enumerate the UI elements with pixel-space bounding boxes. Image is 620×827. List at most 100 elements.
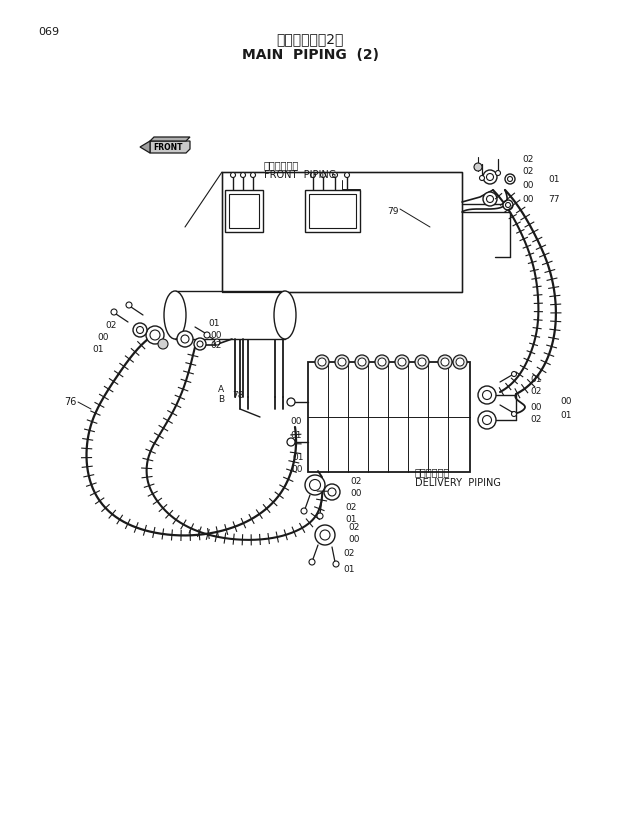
Text: 76: 76 bbox=[64, 397, 76, 407]
Circle shape bbox=[321, 173, 326, 178]
Text: 02: 02 bbox=[530, 388, 541, 396]
Text: FRONT  PIPING: FRONT PIPING bbox=[264, 170, 336, 180]
Text: デリベリ配管: デリベリ配管 bbox=[415, 467, 450, 477]
Text: FRONT: FRONT bbox=[153, 142, 183, 151]
Circle shape bbox=[487, 195, 494, 203]
Ellipse shape bbox=[164, 291, 186, 339]
Text: MAIN  PIPING  (2): MAIN PIPING (2) bbox=[242, 48, 378, 62]
Text: 00: 00 bbox=[291, 466, 303, 475]
Circle shape bbox=[136, 327, 143, 333]
Circle shape bbox=[320, 530, 330, 540]
Circle shape bbox=[358, 358, 366, 366]
Text: フロント配管: フロント配管 bbox=[264, 160, 299, 170]
Circle shape bbox=[474, 163, 482, 171]
Text: メイン配管（2）: メイン配管（2） bbox=[277, 32, 343, 46]
Text: 78: 78 bbox=[232, 390, 244, 399]
Circle shape bbox=[241, 173, 246, 178]
Polygon shape bbox=[140, 141, 150, 153]
Circle shape bbox=[495, 170, 500, 175]
Text: 79: 79 bbox=[387, 208, 399, 217]
Circle shape bbox=[505, 203, 510, 208]
Text: 069: 069 bbox=[38, 27, 59, 37]
Text: 02: 02 bbox=[350, 477, 361, 486]
Circle shape bbox=[301, 508, 307, 514]
Circle shape bbox=[345, 173, 350, 178]
Text: 00: 00 bbox=[348, 536, 360, 544]
Text: 02: 02 bbox=[522, 168, 533, 176]
Text: 00: 00 bbox=[560, 398, 572, 407]
Circle shape bbox=[146, 326, 164, 344]
Circle shape bbox=[335, 355, 349, 369]
Text: B: B bbox=[218, 395, 224, 404]
Circle shape bbox=[317, 513, 323, 519]
Circle shape bbox=[483, 170, 497, 184]
Bar bbox=[305, 190, 360, 232]
Text: 01: 01 bbox=[92, 346, 104, 355]
Circle shape bbox=[478, 386, 496, 404]
Circle shape bbox=[453, 355, 467, 369]
Text: 00: 00 bbox=[522, 180, 533, 189]
Text: 01: 01 bbox=[290, 431, 301, 439]
Bar bbox=[225, 190, 263, 232]
Text: 00: 00 bbox=[97, 332, 108, 342]
Circle shape bbox=[328, 488, 336, 496]
Text: 77: 77 bbox=[548, 194, 559, 203]
Circle shape bbox=[150, 330, 160, 340]
Text: 01: 01 bbox=[530, 375, 541, 385]
Polygon shape bbox=[150, 137, 190, 141]
Circle shape bbox=[332, 173, 337, 178]
Bar bbox=[229, 194, 259, 228]
Circle shape bbox=[231, 173, 236, 178]
Circle shape bbox=[133, 323, 147, 337]
Text: 01: 01 bbox=[343, 565, 355, 573]
Circle shape bbox=[333, 561, 339, 567]
Polygon shape bbox=[150, 141, 190, 153]
Circle shape bbox=[324, 484, 340, 500]
Text: 02: 02 bbox=[345, 503, 356, 512]
Text: 02: 02 bbox=[210, 341, 221, 350]
Circle shape bbox=[111, 309, 117, 315]
Circle shape bbox=[479, 175, 484, 180]
Circle shape bbox=[512, 412, 516, 417]
Circle shape bbox=[126, 302, 132, 308]
Circle shape bbox=[315, 525, 335, 545]
Circle shape bbox=[309, 559, 315, 565]
Circle shape bbox=[512, 371, 516, 376]
Circle shape bbox=[197, 341, 203, 347]
Circle shape bbox=[250, 173, 255, 178]
Circle shape bbox=[355, 355, 369, 369]
Circle shape bbox=[456, 358, 464, 366]
Circle shape bbox=[483, 192, 497, 206]
Circle shape bbox=[338, 358, 346, 366]
Circle shape bbox=[503, 200, 513, 210]
Text: 00: 00 bbox=[350, 490, 361, 499]
Circle shape bbox=[482, 390, 492, 399]
Text: 02: 02 bbox=[348, 523, 360, 532]
Circle shape bbox=[309, 480, 321, 490]
Circle shape bbox=[315, 355, 329, 369]
Text: 01: 01 bbox=[560, 410, 572, 419]
Text: 01: 01 bbox=[548, 174, 559, 184]
Text: 02: 02 bbox=[105, 321, 117, 329]
Text: 00: 00 bbox=[522, 194, 533, 203]
Ellipse shape bbox=[274, 291, 296, 339]
Text: 02: 02 bbox=[530, 415, 541, 424]
Circle shape bbox=[508, 176, 513, 181]
Text: 02: 02 bbox=[343, 549, 355, 558]
Circle shape bbox=[395, 355, 409, 369]
Text: 01: 01 bbox=[292, 452, 304, 461]
Circle shape bbox=[158, 339, 168, 349]
Text: 01: 01 bbox=[208, 319, 219, 328]
Circle shape bbox=[478, 411, 496, 429]
Circle shape bbox=[177, 331, 193, 347]
Circle shape bbox=[318, 358, 326, 366]
Text: 00: 00 bbox=[290, 418, 301, 427]
Circle shape bbox=[311, 173, 316, 178]
Text: 02: 02 bbox=[522, 155, 533, 164]
Bar bbox=[309, 194, 356, 228]
Circle shape bbox=[487, 174, 494, 180]
Circle shape bbox=[181, 335, 189, 343]
Circle shape bbox=[214, 339, 220, 345]
Circle shape bbox=[418, 358, 426, 366]
Polygon shape bbox=[222, 172, 462, 292]
